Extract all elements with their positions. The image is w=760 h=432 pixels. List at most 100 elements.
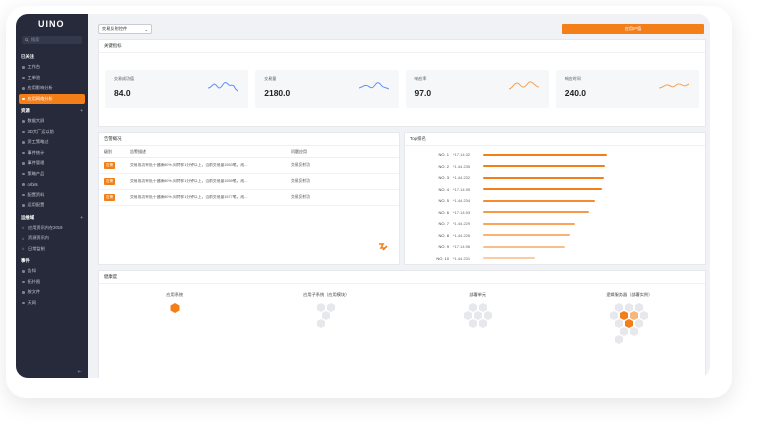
top-row[interactable]: NO. 5 *1.44.234 [405, 195, 705, 207]
sidebar-item-impact-analysis[interactable]: 应用影响分析 [16, 83, 88, 94]
sidebar-item[interactable]: 运用配置 [16, 200, 88, 211]
rank-label: NO. 4 [438, 186, 449, 192]
bullet-icon [22, 151, 25, 154]
table-header: 级别 告警描述 问题应用 [99, 146, 399, 158]
hexagon-cluster-icon [317, 303, 336, 328]
sidebar-item[interactable]: 3D大厂运以前 [16, 127, 88, 138]
top-row[interactable]: NO. 6 *17.14.93 [405, 207, 705, 219]
bullet-icon [22, 120, 25, 123]
sidebar-item[interactable]: 拓扑图 [16, 277, 88, 288]
bullet-icon [22, 97, 25, 100]
hexagon-icon [170, 303, 180, 313]
health-column-deploy-unit[interactable]: 部署单元 [402, 292, 554, 346]
metric-response-time[interactable]: 响应时间 240.0 [555, 70, 699, 108]
sidebar-item[interactable]: 配置资料 [16, 190, 88, 201]
table-row[interactable]: 告警 交易成功率低于健康80%,同特样1分钟以上，当前交易量1559笔，成...… [99, 174, 399, 190]
bullet-icon [22, 141, 25, 144]
top-row[interactable]: NO. 3 *1.44.232 [405, 172, 705, 184]
bullet-icon [22, 162, 25, 165]
table-row[interactable]: 告警 交易成功率低于健康80%,同特样1分钟以上，当前交易量1553笔，成...… [99, 158, 399, 174]
top-row[interactable]: NO. 9 *17.14.96 [405, 241, 705, 253]
bullet-icon [22, 270, 25, 273]
table-row[interactable]: 告警 交易成功率低于健康80%,同特样1分钟以上，当前交易量1577笔，成...… [99, 190, 399, 206]
rank-bar-track [483, 234, 705, 237]
sidebar-item-workbench[interactable]: 工作台 [16, 62, 88, 73]
bullet-icon [22, 291, 25, 294]
brand-mark-icon [379, 243, 388, 251]
rank-label: NO. 7 [438, 221, 449, 227]
bullet-icon [22, 183, 25, 186]
rank-bar-track [483, 222, 705, 225]
ip-label: *1.44.235 [453, 163, 471, 169]
sidebar-item[interactable]: orbits [16, 179, 88, 190]
bullet-icon [22, 87, 25, 90]
rank-label: NO. 8 [438, 232, 449, 238]
hash-icon: # [22, 246, 25, 252]
sidebar-item[interactable]: 资工策略过 [16, 137, 88, 148]
health-column-system[interactable]: 应用系统 [99, 292, 251, 346]
rank-bar-track [483, 176, 705, 179]
ip-label: *17.14.93 [453, 209, 471, 215]
add-icon[interactable]: + [80, 108, 83, 113]
health-column-logic-server[interactable]: 逻辑服务器（部署实例） [554, 292, 706, 346]
rank-label: NO. 5 [438, 198, 449, 204]
apply-button[interactable]: 应用IP值 [562, 24, 704, 34]
system-select[interactable]: 交易反射控件 ⌄ [98, 24, 152, 34]
level-badge: 告警 [104, 162, 116, 169]
card-title: 关键指标 [99, 40, 705, 53]
sidebar-item[interactable]: # 资源资讯内 [22, 235, 49, 241]
bullet-icon [22, 76, 25, 79]
bullet-icon [22, 204, 25, 207]
level-badge: 告警 [104, 178, 116, 185]
top-row[interactable]: NO. 7 *1.44.229 [405, 218, 705, 230]
ip-label: *1.44.229 [453, 221, 471, 227]
sidebar-item[interactable]: 策略产品 [16, 169, 88, 180]
group-title-events: 事件 [21, 258, 30, 263]
sidebar-item[interactable]: 告知 [16, 266, 88, 277]
rank-label: NO. 6 [438, 209, 449, 215]
ip-label: *17.14.95 [453, 186, 471, 192]
top-row[interactable]: NO. 2 *1.44.235 [405, 161, 705, 173]
sidebar-item[interactable]: 数据大屏 [16, 116, 88, 127]
app-logo: UINO [38, 19, 65, 29]
bullet-icon [22, 130, 25, 133]
rank-bar-track [483, 188, 705, 191]
metric-response-rate[interactable]: 响应率 97.0 [405, 70, 549, 108]
rank-bar [483, 222, 575, 225]
sidebar-item-ticket-pool[interactable]: 工单池 [16, 73, 88, 84]
sidebar-item[interactable]: # 日常监制 [22, 245, 45, 252]
rank-bar [483, 176, 604, 179]
top-row[interactable]: NO. 10 *1.44.231 [405, 253, 705, 265]
add-icon[interactable]: + [80, 214, 83, 220]
sidebar-item[interactable]: 按文件 [16, 287, 88, 298]
health-column-subsystem[interactable]: 应用子系统（应用模块） [251, 292, 403, 346]
rank-bar-track [483, 165, 705, 168]
ip-label: *1.44.226 [453, 232, 471, 238]
bullet-icon [22, 66, 25, 69]
ip-label: *17.14.96 [453, 244, 471, 250]
rank-bar-track [483, 153, 705, 156]
metric-volume[interactable]: 交易量 2180.0 [255, 70, 399, 108]
top-row[interactable]: NO. 8 *1.44.226 [405, 230, 705, 242]
bullet-icon [22, 193, 25, 196]
sidebar-item-network-analysis[interactable]: 应用网络分析 [19, 93, 85, 104]
top-row[interactable]: NO. 1 *17.14.32 [405, 149, 705, 161]
sidebar-item[interactable]: 事件管理 [16, 158, 88, 169]
group-title-ops[interactable]: 运维域 + [21, 214, 83, 220]
app-window: UINO 搜索 已关注 工作台 工单池 应用影响分析 应用网络分析 资源 + 数据… [16, 14, 710, 378]
hexagon-cluster-icon [463, 303, 492, 328]
sidebar-search[interactable]: 搜索 [22, 36, 82, 44]
collapse-icon[interactable]: ⇤ [77, 369, 82, 375]
group-title-resources[interactable]: 资源 + [21, 108, 83, 113]
rank-bar [483, 188, 603, 191]
hexagon-cluster-icon [610, 303, 649, 344]
sidebar-item[interactable]: 事件统计 [16, 148, 88, 159]
sidebar-item[interactable]: # 应用资讯内在2019 [22, 224, 63, 231]
metrics-card: 关键指标 交易成功值 84.0 交易量 2180.0 响应率 97.0 [98, 39, 706, 127]
rank-bar-track [483, 257, 705, 260]
metric-success-rate[interactable]: 交易成功值 84.0 [105, 70, 249, 108]
rank-label: NO. 1 [438, 152, 449, 158]
sidebar-item[interactable]: 天网 [16, 298, 88, 309]
top-row[interactable]: NO. 4 *17.14.95 [405, 184, 705, 196]
rank-bar [483, 257, 536, 260]
